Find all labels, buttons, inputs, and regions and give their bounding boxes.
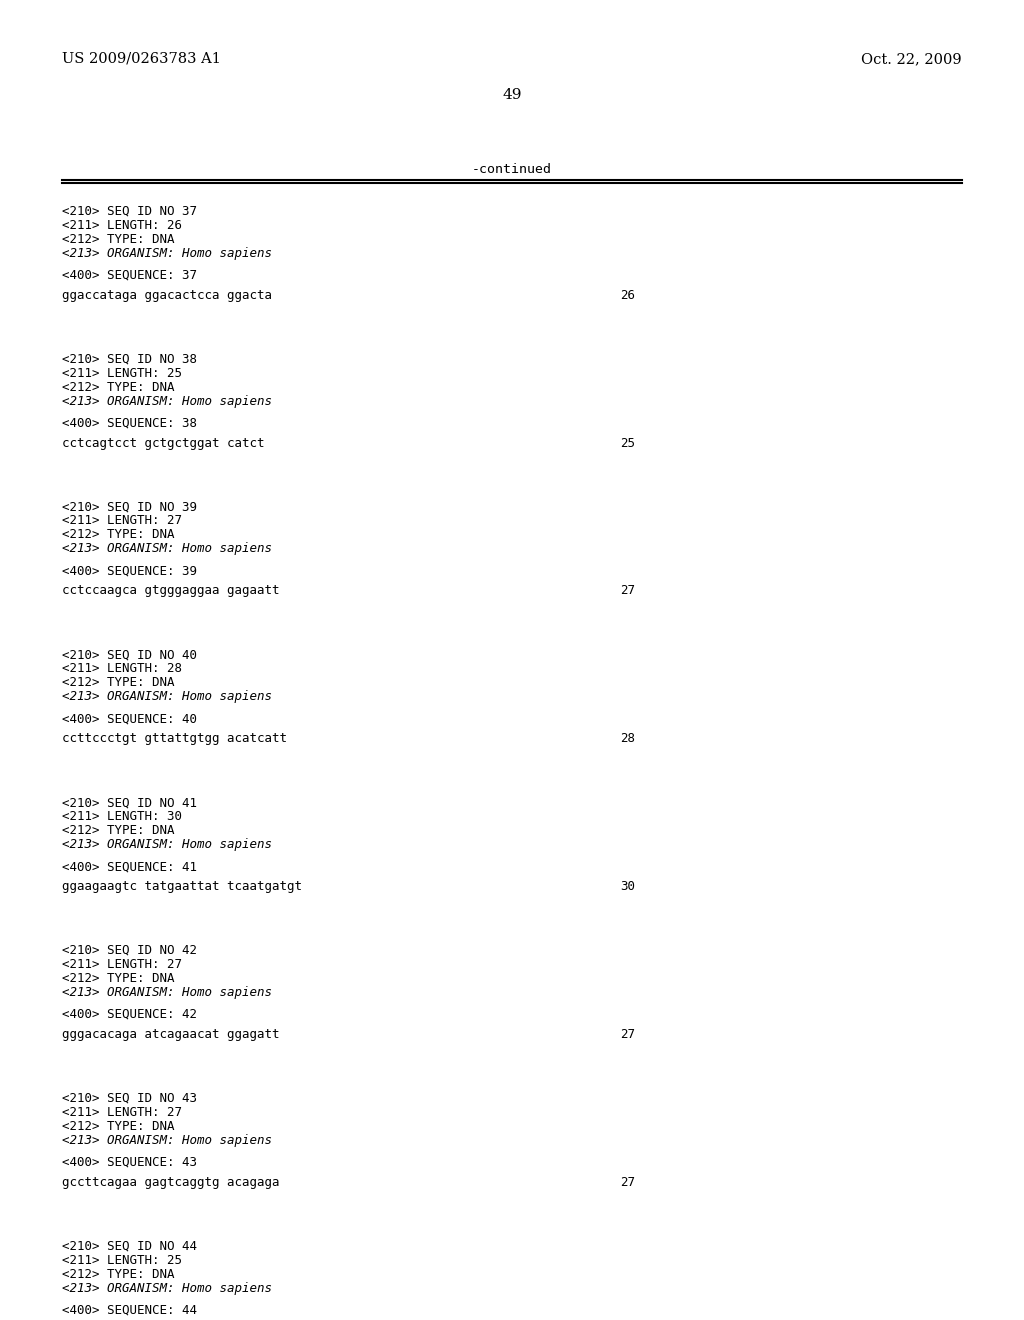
Text: <400> SEQUENCE: 40: <400> SEQUENCE: 40 [62, 713, 197, 725]
Text: Oct. 22, 2009: Oct. 22, 2009 [861, 51, 962, 66]
Text: <210> SEQ ID NO 40: <210> SEQ ID NO 40 [62, 648, 197, 661]
Text: <212> TYPE: DNA: <212> TYPE: DNA [62, 232, 174, 246]
Text: <210> SEQ ID NO 39: <210> SEQ ID NO 39 [62, 500, 197, 513]
Text: <400> SEQUENCE: 39: <400> SEQUENCE: 39 [62, 565, 197, 577]
Text: <212> TYPE: DNA: <212> TYPE: DNA [62, 380, 174, 393]
Text: <213> ORGANISM: Homo sapiens: <213> ORGANISM: Homo sapiens [62, 1134, 272, 1147]
Text: <212> TYPE: DNA: <212> TYPE: DNA [62, 528, 174, 541]
Text: <211> LENGTH: 25: <211> LENGTH: 25 [62, 1254, 182, 1267]
Text: <211> LENGTH: 27: <211> LENGTH: 27 [62, 515, 182, 528]
Text: <211> LENGTH: 27: <211> LENGTH: 27 [62, 958, 182, 972]
Text: <213> ORGANISM: Homo sapiens: <213> ORGANISM: Homo sapiens [62, 1282, 272, 1295]
Text: <210> SEQ ID NO 42: <210> SEQ ID NO 42 [62, 944, 197, 957]
Text: gggacacaga atcagaacat ggagatt: gggacacaga atcagaacat ggagatt [62, 1028, 280, 1041]
Text: <212> TYPE: DNA: <212> TYPE: DNA [62, 1119, 174, 1133]
Text: <210> SEQ ID NO 44: <210> SEQ ID NO 44 [62, 1239, 197, 1253]
Text: <212> TYPE: DNA: <212> TYPE: DNA [62, 1267, 174, 1280]
Text: <211> LENGTH: 28: <211> LENGTH: 28 [62, 663, 182, 676]
Text: <212> TYPE: DNA: <212> TYPE: DNA [62, 972, 174, 985]
Text: <400> SEQUENCE: 42: <400> SEQUENCE: 42 [62, 1008, 197, 1020]
Text: 30: 30 [620, 880, 635, 894]
Text: 28: 28 [620, 733, 635, 746]
Text: 27: 27 [620, 1176, 635, 1189]
Text: <213> ORGANISM: Homo sapiens: <213> ORGANISM: Homo sapiens [62, 986, 272, 999]
Text: <400> SEQUENCE: 44: <400> SEQUENCE: 44 [62, 1304, 197, 1316]
Text: <211> LENGTH: 26: <211> LENGTH: 26 [62, 219, 182, 232]
Text: <211> LENGTH: 30: <211> LENGTH: 30 [62, 810, 182, 824]
Text: -continued: -continued [472, 162, 552, 176]
Text: cctccaagca gtgggaggaa gagaatt: cctccaagca gtgggaggaa gagaatt [62, 585, 280, 598]
Text: <213> ORGANISM: Homo sapiens: <213> ORGANISM: Homo sapiens [62, 247, 272, 260]
Text: <211> LENGTH: 25: <211> LENGTH: 25 [62, 367, 182, 380]
Text: ccttccctgt gttattgtgg acatcatt: ccttccctgt gttattgtgg acatcatt [62, 733, 287, 746]
Text: <213> ORGANISM: Homo sapiens: <213> ORGANISM: Homo sapiens [62, 838, 272, 851]
Text: 27: 27 [620, 585, 635, 598]
Text: <400> SEQUENCE: 41: <400> SEQUENCE: 41 [62, 861, 197, 873]
Text: US 2009/0263783 A1: US 2009/0263783 A1 [62, 51, 221, 66]
Text: <210> SEQ ID NO 43: <210> SEQ ID NO 43 [62, 1092, 197, 1105]
Text: <213> ORGANISM: Homo sapiens: <213> ORGANISM: Homo sapiens [62, 395, 272, 408]
Text: 25: 25 [620, 437, 635, 450]
Text: <210> SEQ ID NO 38: <210> SEQ ID NO 38 [62, 352, 197, 366]
Text: <400> SEQUENCE: 43: <400> SEQUENCE: 43 [62, 1156, 197, 1168]
Text: ggaagaagtc tatgaattat tcaatgatgt: ggaagaagtc tatgaattat tcaatgatgt [62, 880, 302, 894]
Text: gccttcagaa gagtcaggtg acagaga: gccttcagaa gagtcaggtg acagaga [62, 1176, 280, 1189]
Text: <213> ORGANISM: Homo sapiens: <213> ORGANISM: Homo sapiens [62, 543, 272, 556]
Text: <213> ORGANISM: Homo sapiens: <213> ORGANISM: Homo sapiens [62, 690, 272, 704]
Text: <210> SEQ ID NO 41: <210> SEQ ID NO 41 [62, 796, 197, 809]
Text: <400> SEQUENCE: 38: <400> SEQUENCE: 38 [62, 417, 197, 429]
Text: ggaccataga ggacactcca ggacta: ggaccataga ggacactcca ggacta [62, 289, 272, 302]
Text: <211> LENGTH: 27: <211> LENGTH: 27 [62, 1106, 182, 1119]
Text: 27: 27 [620, 1028, 635, 1041]
Text: 26: 26 [620, 289, 635, 302]
Text: <212> TYPE: DNA: <212> TYPE: DNA [62, 676, 174, 689]
Text: <210> SEQ ID NO 37: <210> SEQ ID NO 37 [62, 205, 197, 218]
Text: 49: 49 [502, 88, 522, 102]
Text: cctcagtcct gctgctggat catct: cctcagtcct gctgctggat catct [62, 437, 264, 450]
Text: <212> TYPE: DNA: <212> TYPE: DNA [62, 824, 174, 837]
Text: <400> SEQUENCE: 37: <400> SEQUENCE: 37 [62, 269, 197, 281]
